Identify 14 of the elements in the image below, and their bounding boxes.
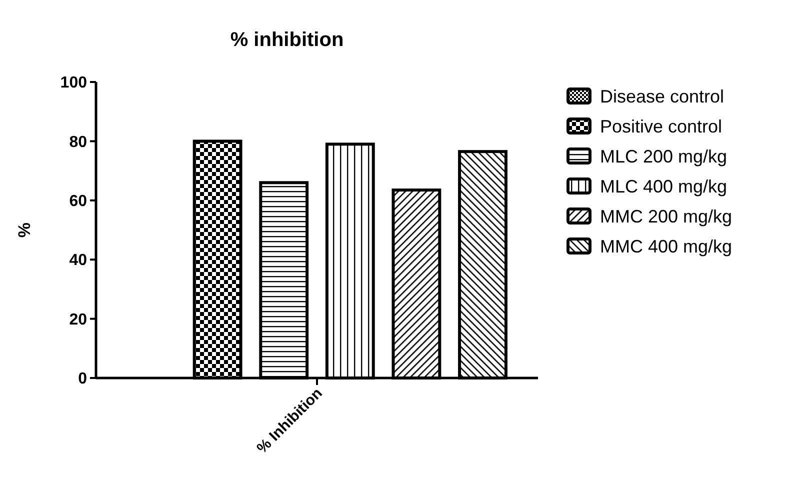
legend-label: MLC 400 mg/kg: [600, 176, 728, 196]
y-tick-label: 60: [69, 193, 88, 210]
y-tick-label: 100: [60, 74, 88, 92]
legend-label: Positive control: [600, 116, 722, 136]
y-tick-label: 20: [69, 311, 88, 328]
chart-title: % inhibition: [230, 29, 344, 51]
y-tick-label: 40: [69, 252, 88, 270]
legend-label: MMC 400 mg/kg: [600, 236, 732, 256]
legend-label: MLC 200 mg/kg: [600, 146, 728, 166]
y-axis-title: %: [15, 222, 34, 238]
legend-label: MMC 200 mg/kg: [600, 206, 732, 226]
y-tick-label: 0: [78, 370, 88, 388]
y-tick-label: 80: [69, 134, 88, 151]
legend-label: Disease control: [600, 86, 724, 106]
